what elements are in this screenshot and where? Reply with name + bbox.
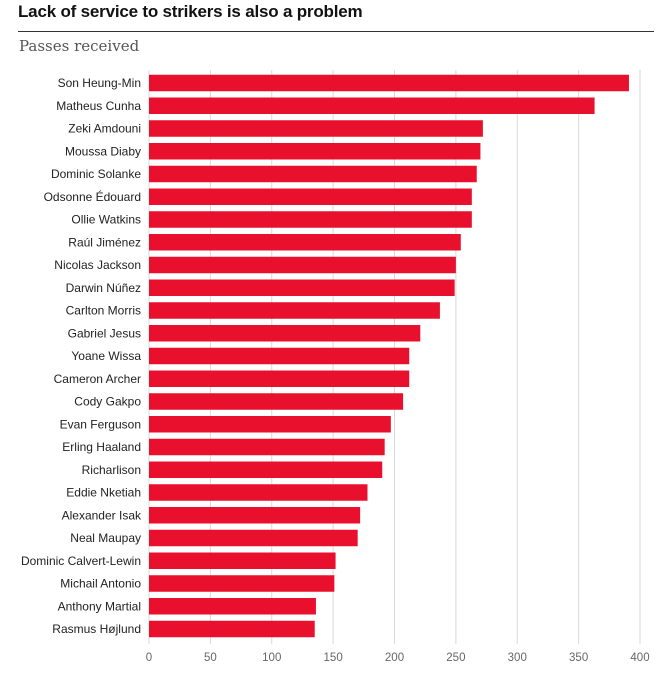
category-label: Nicolas Jackson: [54, 258, 141, 272]
bar: [149, 325, 421, 342]
bar: [149, 256, 456, 274]
bar: [149, 188, 472, 205]
x-tick-label: 0: [146, 652, 152, 664]
bar: [149, 416, 391, 433]
x-tick-label: 100: [262, 652, 281, 664]
category-label: Michail Antonio: [60, 577, 141, 591]
bar: [149, 347, 410, 365]
bar: [149, 97, 595, 114]
bar: [149, 461, 383, 478]
category-label: Son Heung-Min: [58, 76, 141, 90]
bar: [149, 598, 316, 615]
x-tick-label: 200: [385, 652, 404, 664]
x-tick-label: 50: [204, 652, 217, 664]
category-label: Ollie Watkins: [71, 213, 141, 227]
bar: [149, 620, 315, 638]
category-label: Neal Maupay: [70, 531, 141, 545]
bar: [149, 529, 358, 547]
category-label: Moussa Diaby: [65, 144, 141, 158]
category-label: Darwin Núñez: [66, 281, 141, 295]
bar: [149, 143, 481, 160]
x-axis-tick-layer: 0 50 100 150 200 250 300 350 400: [146, 652, 650, 664]
category-label: Erling Haaland: [62, 440, 141, 454]
category-label: Raúl Jiménez: [68, 235, 141, 249]
category-label: Cameron Archer: [54, 372, 141, 386]
category-label: Anthony Martial: [58, 599, 141, 613]
x-tick-label: 350: [569, 652, 588, 664]
bar: [149, 211, 472, 228]
bar: [149, 484, 368, 501]
category-label: Matheus Cunha: [56, 99, 141, 113]
bar: [149, 507, 361, 524]
category-label: Cody Gakpo: [74, 395, 141, 409]
category-label: Alexander Isak: [62, 508, 142, 522]
category-label: Zeki Amdouni: [68, 122, 141, 136]
category-label: Yoane Wissa: [71, 349, 141, 363]
bar: [149, 393, 404, 410]
x-tick-label: 150: [324, 652, 343, 664]
bar: [149, 370, 410, 387]
category-label: Rasmus Højlund: [52, 622, 141, 636]
title-divider: [18, 31, 654, 32]
category-label: Odsonne Édouard: [44, 189, 141, 204]
category-label: Dominic Calvert-Lewin: [21, 554, 141, 568]
category-label: Eddie Nketiah: [66, 486, 141, 500]
category-label: Gabriel Jesus: [68, 326, 141, 340]
bar: [149, 302, 440, 319]
bar: [149, 575, 335, 592]
bar-layer: [149, 74, 629, 638]
chart-title: Lack of service to strikers is also a pr…: [18, 2, 363, 21]
bar: [149, 279, 455, 296]
bar: [149, 165, 477, 183]
bar: [149, 438, 385, 456]
category-label: Richarlison: [82, 463, 141, 477]
x-tick-label: 300: [508, 652, 527, 664]
x-tick-label: 250: [446, 652, 465, 664]
chart-subtitle: Passes received: [19, 37, 140, 55]
x-tick-label: 400: [630, 652, 649, 664]
category-label: Carlton Morris: [66, 304, 141, 318]
bar: [149, 234, 461, 251]
category-label: Evan Ferguson: [60, 417, 141, 431]
bar: [149, 74, 629, 92]
category-label: Dominic Solanke: [51, 167, 141, 181]
bar: [149, 552, 336, 569]
bar: [149, 120, 483, 137]
category-label-layer: Son Heung-Min Matheus Cunha Zeki Amdouni Mo…: [21, 76, 142, 636]
